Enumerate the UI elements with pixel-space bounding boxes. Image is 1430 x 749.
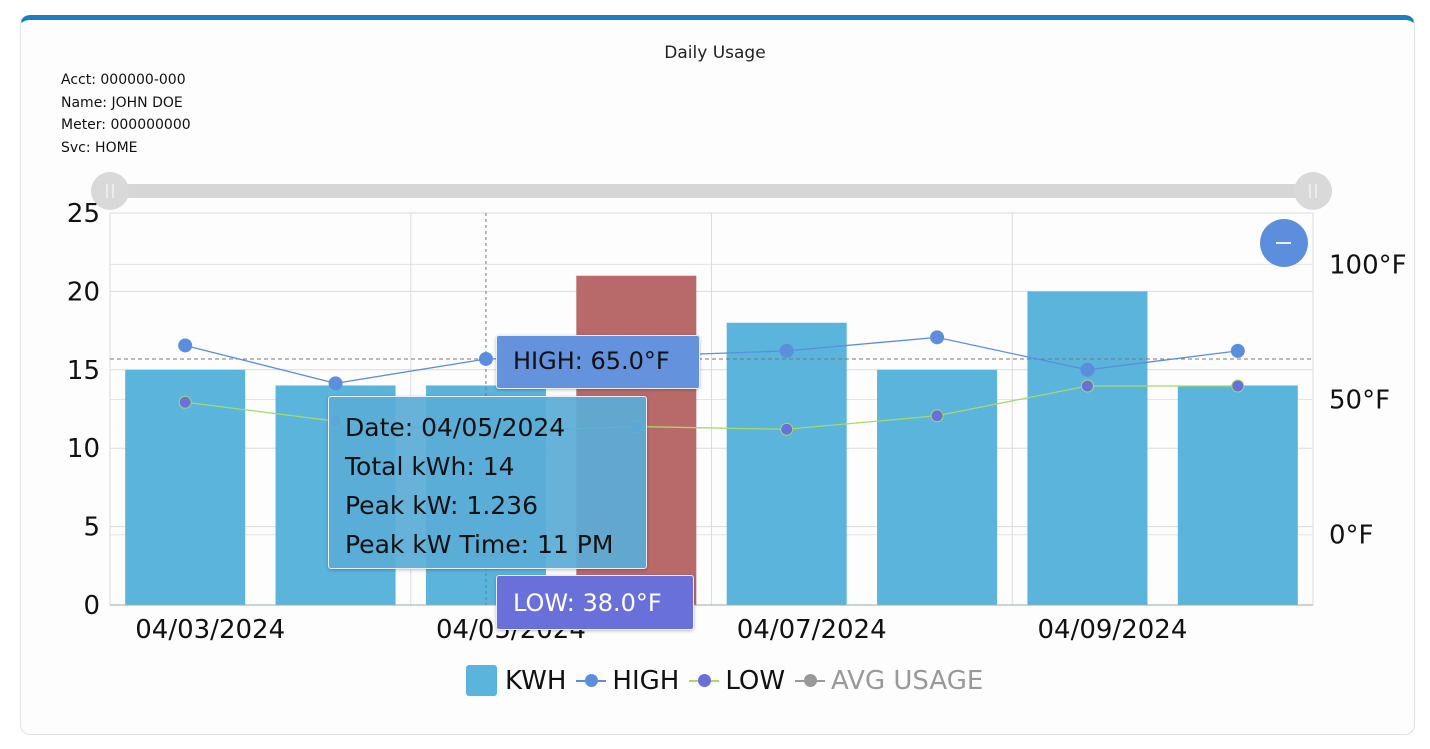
range-slider-track	[110, 184, 1313, 198]
meter-number: Meter: 000000000	[61, 117, 191, 133]
x-tick-label: 04/03/2024	[135, 615, 285, 645]
account-number: Acct: 000000-000	[61, 72, 186, 88]
point-high	[178, 338, 193, 353]
point-high	[930, 330, 945, 345]
y-right-tick-label: 50°F	[1329, 386, 1390, 416]
bar-kwh	[1027, 291, 1148, 605]
line-high	[185, 336, 1238, 384]
bar-kwh	[877, 369, 998, 605]
legend-item-kwh[interactable]: KWH	[466, 665, 566, 696]
y-left-tick-label: 25	[67, 199, 100, 229]
point-low	[780, 422, 794, 436]
legend-item-high[interactable]: HIGH	[576, 666, 679, 696]
chart-card	[20, 15, 1415, 735]
chart-title: Daily Usage	[664, 43, 766, 63]
x-tick-label: 04/09/2024	[1038, 615, 1188, 645]
y-left-tick-label: 5	[83, 513, 100, 543]
tooltip-low: LOW: 38.0°F	[496, 575, 694, 630]
bar-kwh	[125, 369, 246, 605]
y-left-tick-label: 15	[67, 356, 100, 386]
y-left-tick-label: 10	[67, 434, 100, 464]
point-low	[1080, 379, 1094, 393]
point-high	[328, 376, 343, 391]
high-line-icon	[576, 673, 607, 687]
account-name: Name: JOHN DOE	[61, 94, 183, 111]
x-tick-label: 04/07/2024	[737, 615, 887, 645]
kwh-swatch-icon	[466, 665, 497, 696]
y-right-tick-label: 0°F	[1329, 521, 1374, 551]
point-high	[1230, 343, 1245, 358]
y-left-tick-label: 0	[83, 591, 100, 621]
y-left-tick-label: 20	[67, 277, 100, 307]
bar-kwh	[726, 322, 847, 605]
low-line-icon	[689, 673, 720, 687]
avg-line-icon	[795, 673, 826, 687]
point-low	[1231, 379, 1245, 393]
tooltip-peak-kw: Peak kW: 1.236	[345, 491, 538, 520]
legend-item-low[interactable]: LOW	[689, 666, 785, 696]
legend: KWH HIGH LOW AVG USAGE	[466, 665, 993, 696]
range-slider-handle-right[interactable]	[1294, 172, 1332, 210]
y-right-tick-label: 100°F	[1329, 250, 1407, 280]
tooltip-date: Date: 04/05/2024	[345, 413, 566, 442]
legend-item-avg-usage[interactable]: AVG USAGE	[795, 666, 983, 696]
range-slider-handle-left[interactable]	[91, 172, 129, 210]
tooltip-high: HIGH: 65.0°F	[496, 335, 700, 389]
point-high	[478, 351, 493, 366]
bar-kwh	[1177, 385, 1298, 605]
account-info: Acct: 000000-000 Name: JOHN DOE Meter: 0…	[61, 69, 191, 159]
point-low	[930, 409, 944, 423]
zoom-out-button[interactable]	[1260, 219, 1308, 267]
service-type: Svc: HOME	[61, 139, 138, 156]
grip-icon	[1309, 184, 1317, 198]
tooltip-total-kwh: Total kWh: 14	[345, 452, 515, 481]
tooltip-peak-time: Peak kW Time: 11 PM	[345, 530, 614, 559]
grip-icon	[106, 184, 114, 198]
tooltip-details: Date: 04/05/2024 Total kWh: 14 Peak kW: …	[328, 396, 647, 569]
point-low	[178, 395, 192, 409]
point-high	[1080, 362, 1095, 377]
point-high	[779, 343, 794, 358]
